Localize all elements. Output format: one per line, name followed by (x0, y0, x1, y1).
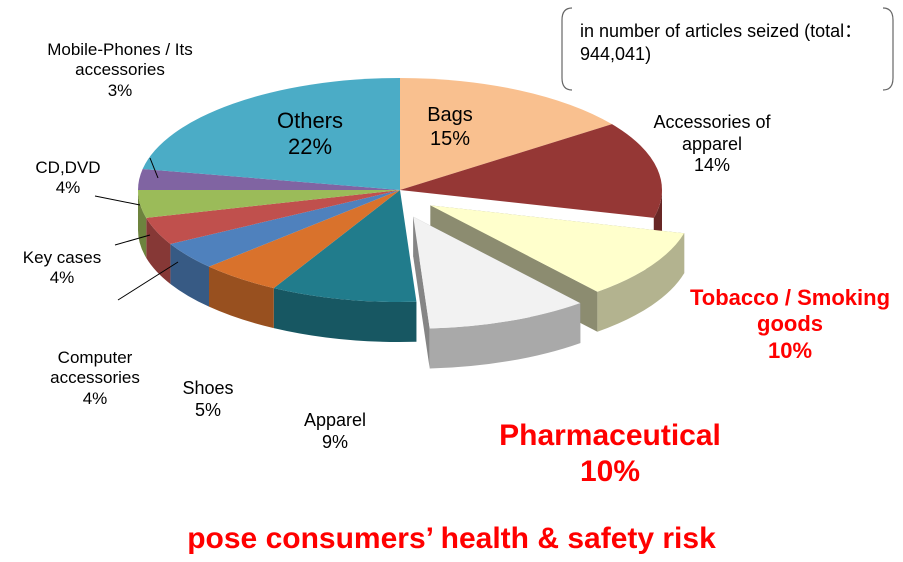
leader-line (149, 157, 159, 179)
value-label: 9% (321, 431, 348, 452)
slice (146, 190, 400, 244)
category-name: Computer accessories (50, 348, 140, 388)
slice (209, 190, 400, 289)
value-label: 15% (429, 128, 471, 150)
slice-side (429, 303, 581, 369)
slice-side (146, 217, 171, 284)
value-label: 5% (194, 399, 221, 420)
slice-label: Key cases 4% (2, 248, 122, 289)
category-name: Others (276, 108, 344, 133)
slice (170, 190, 400, 267)
value-label: 10% (767, 337, 813, 363)
slice-edge (413, 216, 430, 369)
category-name: Bags (427, 104, 473, 126)
slice-label: Tobacco / Smoking goods 10% (685, 285, 895, 364)
category-name: Mobile-Phones / Its accessories (47, 40, 193, 80)
slice (430, 205, 685, 292)
slice-label: CD,DVD 4% (13, 158, 123, 199)
slice-label: Apparel 9% (275, 410, 395, 453)
slice (142, 78, 400, 190)
note-bracket (561, 7, 573, 91)
note-bracket (882, 7, 894, 91)
leader-line (114, 234, 151, 246)
slice-label: Others 22% (255, 108, 365, 161)
slice-side (597, 233, 685, 332)
value-label: 22% (287, 134, 333, 160)
slice (400, 124, 662, 218)
category-name: Pharmaceutical (499, 419, 721, 452)
slice-label: Mobile-Phones / Its accessories 3% (10, 40, 230, 101)
value-label: 4% (49, 268, 75, 288)
category-name: Key cases (22, 248, 102, 267)
value-label: 4% (82, 388, 108, 408)
category-name: Accessories of apparel (653, 112, 771, 154)
value-label: 10% (579, 455, 641, 488)
leader-line (94, 195, 141, 206)
category-name: Apparel (303, 410, 367, 430)
slice (400, 78, 612, 190)
slice-label: Pharmaceutical 10% (450, 418, 770, 490)
note: in number of articles seized (total：944,… (580, 21, 863, 65)
category-name: Tobacco / Smoking goods (689, 285, 891, 337)
value-label: 14% (693, 155, 731, 176)
slice-label: Bags 15% (400, 103, 500, 151)
slice-label: Accessories of apparel 14% (622, 112, 802, 177)
category-name: Shoes (182, 378, 234, 398)
leader-line (117, 261, 179, 301)
slice-side (138, 190, 147, 258)
value-label: 4% (55, 178, 81, 198)
slice-side (209, 266, 274, 329)
slice-label: Shoes 5% (158, 378, 258, 421)
slice (413, 216, 581, 329)
slice (273, 190, 417, 302)
caption: pose consumers’ health & safety risk (187, 522, 716, 555)
slice-side (170, 243, 210, 307)
slice (138, 190, 400, 218)
value-label: 3% (107, 80, 133, 100)
slice-label: Computer accessories 4% (20, 348, 170, 409)
slice-side (273, 288, 417, 342)
slice (138, 169, 400, 190)
category-name: CD,DVD (35, 158, 101, 177)
